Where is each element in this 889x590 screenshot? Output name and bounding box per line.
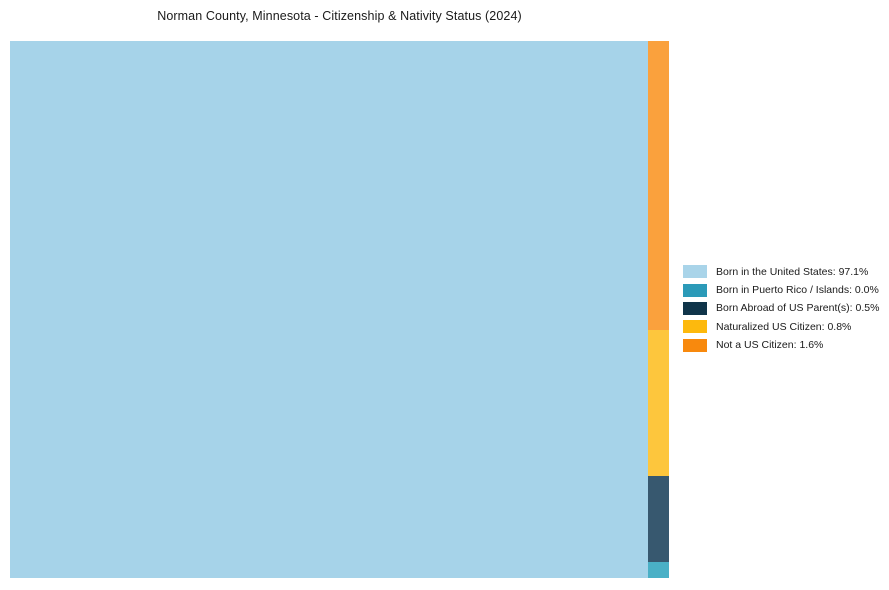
legend-item-puerto-rico: Born in Puerto Rico / Islands: 0.0%	[683, 283, 879, 297]
legend-item-naturalized: Naturalized US Citizen: 0.8%	[683, 320, 879, 334]
treemap-rect-naturalized	[648, 330, 669, 476]
legend: Born in the United States: 97.1% Born in…	[683, 265, 879, 357]
treemap-rect-born-abroad	[648, 476, 669, 562]
legend-swatch-puerto-rico	[683, 283, 707, 297]
legend-label-born-us: Born in the United States: 97.1%	[716, 265, 869, 278]
legend-label-born-abroad: Born Abroad of US Parent(s): 0.5%	[716, 302, 880, 315]
legend-swatch-naturalized	[683, 320, 707, 334]
legend-swatch-born-abroad	[683, 301, 707, 315]
treemap-plot	[10, 41, 669, 578]
legend-label-puerto-rico: Born in Puerto Rico / Islands: 0.0%	[716, 284, 879, 297]
legend-label-not-citizen: Not a US Citizen: 1.6%	[716, 339, 824, 352]
chart-title: Norman County, Minnesota - Citizenship &…	[157, 9, 522, 23]
legend-label-naturalized: Naturalized US Citizen: 0.8%	[716, 320, 852, 333]
legend-swatch-not-citizen	[683, 338, 707, 352]
treemap-rect-born-us	[10, 41, 648, 578]
treemap-rect-puerto-rico	[648, 561, 669, 578]
legend-item-born-abroad: Born Abroad of US Parent(s): 0.5%	[683, 301, 880, 315]
legend-swatch-born-us	[683, 265, 707, 279]
treemap-minor-column	[648, 41, 669, 578]
treemap-rect-not-citizen	[648, 41, 669, 330]
legend-item-born-us: Born in the United States: 97.1%	[683, 265, 879, 279]
legend-item-not-citizen: Not a US Citizen: 1.6%	[683, 338, 879, 352]
